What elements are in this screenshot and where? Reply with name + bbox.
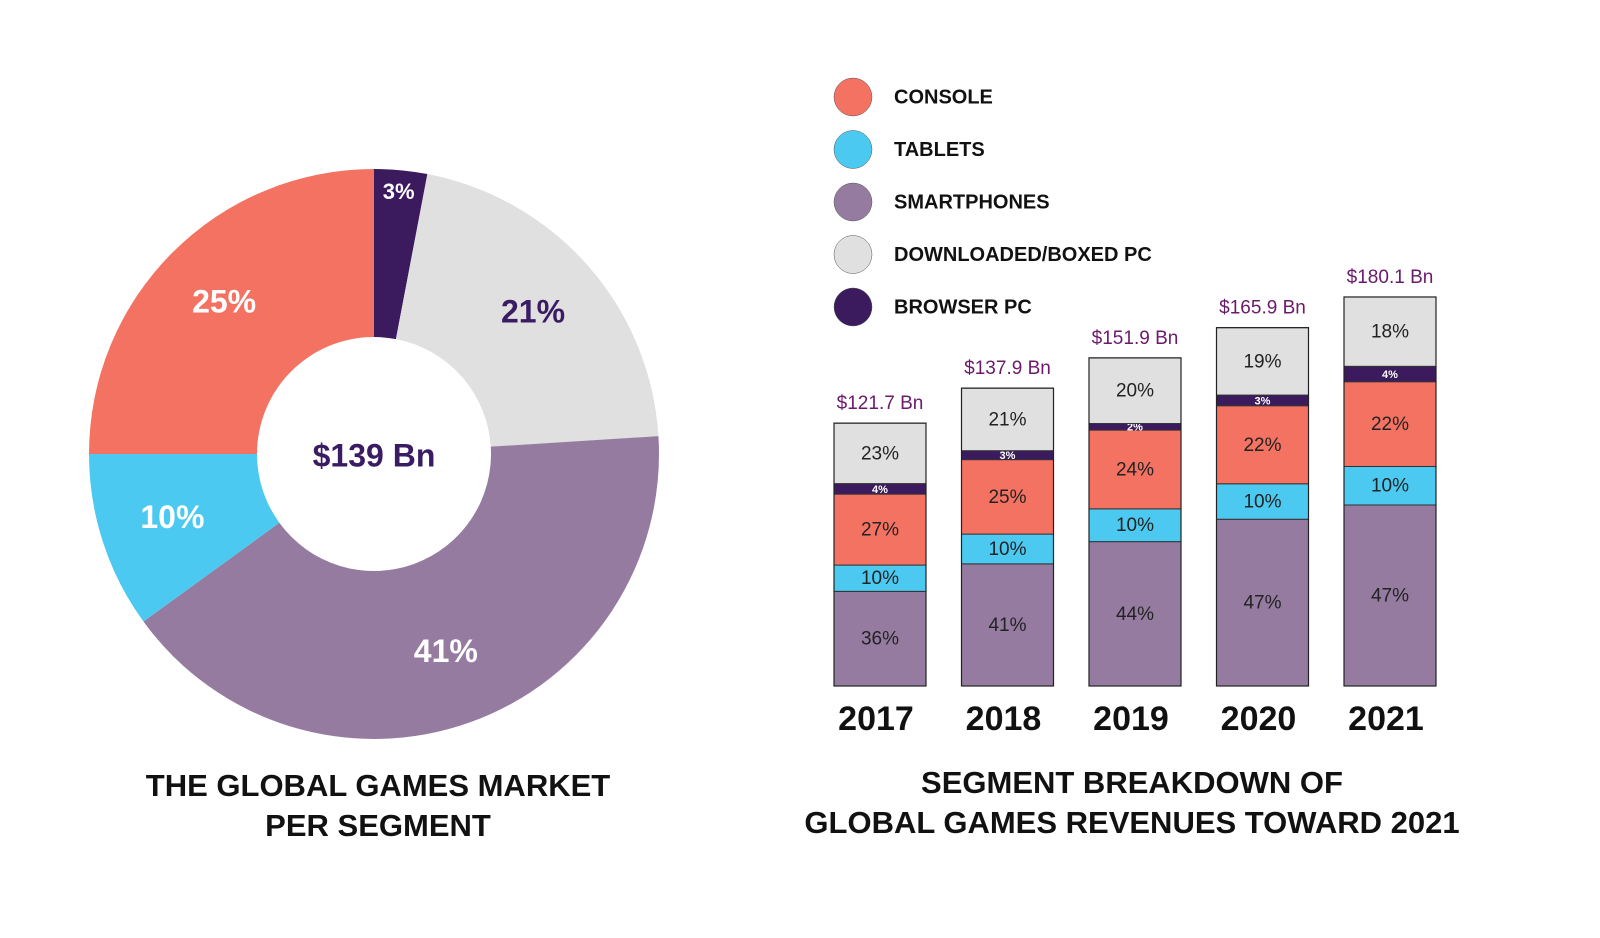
segment-label: 10% [1243, 492, 1281, 513]
donut-slice [143, 436, 660, 740]
chart-title: THE GLOBAL GAMES MARKET [146, 768, 610, 803]
total-label: $180.1 Bn [1347, 267, 1434, 288]
x-tick-label: 2017 [838, 700, 914, 738]
bar-segment [1088, 429, 1182, 510]
segment-label: 3% [1255, 395, 1271, 407]
legend-label: BROWSER PC [894, 296, 1032, 318]
bar-segment [1216, 327, 1309, 396]
segment-label: 2% [1127, 422, 1143, 434]
total-label: $121.7 Bn [837, 393, 924, 414]
donut-slice [374, 169, 428, 340]
bar-segment [1343, 465, 1437, 506]
legend-swatch [833, 130, 873, 169]
segment-label: 23% [861, 443, 899, 464]
segment-label: 10% [861, 568, 899, 589]
segment-label: 36% [861, 629, 899, 650]
segment-label: 41% [988, 615, 1026, 636]
segment-label: 20% [1116, 381, 1154, 402]
segment-label: 10% [1116, 515, 1154, 536]
segment-label: 3% [1000, 450, 1016, 462]
x-tick-label: 2018 [966, 700, 1042, 738]
legend-label: TABLETS [894, 139, 985, 161]
x-tick-label: 2020 [1221, 700, 1297, 738]
bar-segment [1343, 296, 1437, 367]
slice-label: 25% [192, 284, 256, 320]
segment-label: 47% [1371, 586, 1409, 607]
x-tick-label: 2021 [1348, 700, 1424, 738]
chart-title: PER SEGMENT [265, 808, 491, 843]
slice-label: 10% [140, 499, 204, 535]
bar-outline [1343, 296, 1437, 687]
segment-label: 19% [1243, 351, 1281, 372]
bar-segment [961, 533, 1054, 565]
legend-label: CONSOLE [894, 86, 993, 108]
total-label: $137.9 Bn [964, 358, 1051, 379]
bar-outline [1088, 357, 1182, 687]
segment-label: 22% [1371, 414, 1409, 435]
bar-segment [1216, 518, 1309, 687]
segment-label: 10% [988, 539, 1026, 560]
bar-segment [1343, 381, 1437, 467]
chart-title: SEGMENT BREAKDOWN OF [921, 765, 1343, 800]
segment-label: 4% [872, 484, 888, 496]
legend-label: SMARTPHONES [894, 191, 1050, 213]
segment-label: 27% [861, 520, 899, 541]
legend-swatch [833, 77, 873, 117]
segment-label: 22% [1243, 435, 1281, 456]
legend-label: DOWNLOADED/BOXED PC [894, 244, 1152, 266]
donut-slice [395, 174, 659, 447]
x-tick-label: 2019 [1093, 700, 1169, 738]
segment-label: 21% [988, 409, 1026, 430]
total-label: $165.9 Bn [1219, 298, 1306, 319]
bar-outline [833, 422, 927, 687]
donut-slice [89, 454, 280, 622]
donut-slice [89, 169, 374, 454]
slice-label: 3% [383, 179, 415, 204]
slice-label: 21% [501, 293, 565, 329]
segment-label: 24% [1116, 459, 1154, 480]
bar-outline [1215, 327, 1310, 687]
segment-label: 25% [988, 487, 1026, 508]
slice-label: 41% [414, 633, 478, 669]
center-label: $139 Bn [313, 437, 436, 473]
legend-swatch [833, 235, 873, 274]
bar-segment [1216, 405, 1309, 485]
segment-label: 44% [1116, 604, 1154, 625]
segment-label: 18% [1371, 322, 1409, 343]
chart-title: GLOBAL GAMES REVENUES TOWARD 2021 [804, 805, 1459, 840]
segment-label: 4% [1382, 369, 1398, 381]
bar-segment [1088, 357, 1182, 425]
bar-segment [1088, 508, 1182, 543]
bar-segment [1343, 504, 1437, 687]
legend-swatch [833, 182, 873, 222]
total-label: $151.9 Bn [1092, 328, 1179, 349]
segment-label: 10% [1371, 476, 1409, 497]
legend-swatch [833, 287, 873, 327]
bar-outline [960, 387, 1055, 687]
segment-label: 47% [1243, 593, 1281, 614]
